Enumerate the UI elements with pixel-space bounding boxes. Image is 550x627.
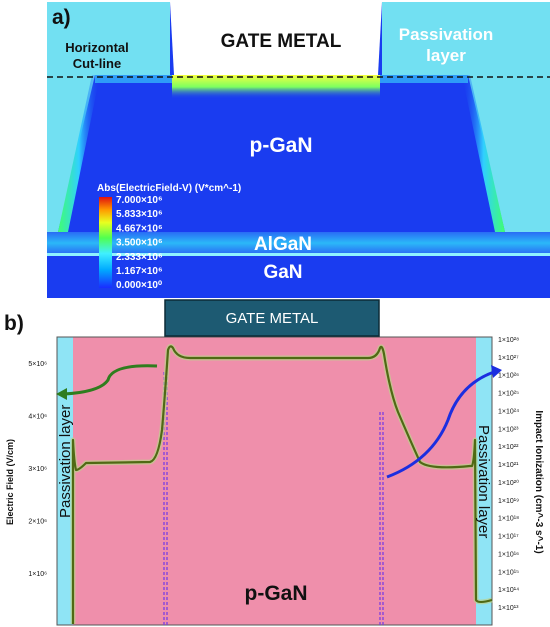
plot-frame <box>56 336 493 626</box>
legend-title: Abs(ElectricField-V) (V*cm^-1) <box>97 183 241 194</box>
panel-b: GATE METAL b) Passivation layer Passivat… <box>4 299 544 626</box>
left-axis-tick-label: 4×10⁶ <box>28 414 47 421</box>
gate-metal-label-b: GATE METAL <box>226 310 319 327</box>
pgan-label-b: p-GaN <box>245 582 308 605</box>
right-axis-tick-label: 1×10¹⁴ <box>498 587 519 594</box>
panel-b-tag: b) <box>4 312 24 335</box>
arrow-to-left-axis <box>63 364 158 396</box>
left-axis-ticks: 5×10⁶ 4×10⁶ 3×10⁶ 2×10⁶ 1×10⁶ <box>28 361 47 578</box>
passivation-strip-right <box>476 337 492 625</box>
gan-label: GaN <box>263 262 302 283</box>
pgan-region-b <box>73 337 476 625</box>
left-axis-tick-label: 1×10⁶ <box>28 571 47 578</box>
left-axis-tick-label: 3×10⁶ <box>28 466 47 473</box>
right-axis-tick-label: 1×10¹⁸ <box>498 516 519 523</box>
right-axis-tick-label: 1×10¹⁵ <box>498 569 519 576</box>
arrow-to-left-axis-head <box>56 388 67 400</box>
gate-metal-region <box>170 2 382 75</box>
algan-layer <box>47 232 550 254</box>
panel-a: a) GATE METAL Passivation layer Horizont… <box>47 2 550 298</box>
legend-tick-label: 5.833×10⁶ <box>116 209 163 220</box>
right-axis-tick-label: 1×10²² <box>498 444 519 451</box>
right-axis-tick-label: 1×10²³ <box>498 426 519 433</box>
legend-tick-label: 3.500×10⁶ <box>116 238 163 249</box>
left-axis-label: Electric Field (V/cm) <box>5 439 15 525</box>
passivation-region-left <box>47 2 170 232</box>
legend-tick-label: 0.000×10⁰ <box>116 280 162 291</box>
left-axis-tick-label: 2×10⁶ <box>28 519 47 526</box>
right-axis-tick-label: 1×10²⁰ <box>498 479 519 487</box>
right-axis-tick-label: 1×10²⁶ <box>498 373 519 380</box>
right-axis-tick-label: 1×10²⁸ <box>498 337 519 344</box>
legend-tick-label: 2.333×10⁶ <box>116 252 163 263</box>
legend-tick-label: 1.167×10⁶ <box>116 266 163 277</box>
passivation-label-right: Passivation layer <box>475 425 492 538</box>
passivation-label-left: Passivation layer <box>57 405 74 518</box>
right-axis-tick-label: 1×10²⁴ <box>498 408 519 415</box>
legend-ticks: 7.000×10⁶ 5.833×10⁶ 4.667×10⁶ 3.500×10⁶ 2.33… <box>116 195 163 291</box>
right-axis-tick-label: 1×10²⁷ <box>498 355 519 362</box>
passivation-region-right <box>382 2 550 232</box>
legend-tick-label: 4.667×10⁶ <box>116 223 163 234</box>
arrow-to-right-axis <box>386 370 495 479</box>
right-axis-tick-label: 1×10¹³ <box>498 605 519 612</box>
impact-ionization-curve <box>163 372 384 625</box>
legend-tick-label: 7.000×10⁶ <box>116 195 163 206</box>
left-axis-tick-label: 5×10⁶ <box>28 361 47 368</box>
passivation-label-line1: Passivation <box>399 25 494 44</box>
right-axis-tick-label: 1×10²¹ <box>498 462 519 469</box>
right-axis-tick-label: 1×10¹⁹ <box>498 498 519 505</box>
arrow-to-right-axis-head <box>491 365 502 378</box>
panel-a-tag: a) <box>52 6 71 29</box>
passivation-strip-left <box>57 337 73 625</box>
cutline-label-line2: Cut-line <box>73 56 121 71</box>
interface-line <box>47 253 550 256</box>
mesa-edge-right <box>462 75 505 232</box>
algan-label: AlGaN <box>254 234 312 255</box>
gate-metal-label: GATE METAL <box>221 31 342 52</box>
right-axis-tick-label: 1×10¹⁶ <box>498 551 519 558</box>
right-axis-tick-label: 1×10²⁵ <box>498 391 519 398</box>
legend-colorbar <box>99 197 112 288</box>
field-legend: Abs(ElectricField-V) (V*cm^-1) 7.000×10⁶… <box>97 183 241 291</box>
passivation-label-line2: layer <box>426 46 466 65</box>
electric-field-curve <box>71 345 493 624</box>
cutline-label-line1: Horizontal <box>65 40 129 55</box>
right-axis-tick-label: 1×10¹⁷ <box>498 534 519 541</box>
gate-metal-box <box>164 299 380 337</box>
high-field-region <box>172 75 380 99</box>
right-axis-label: Impact Ionization (cm^-3 s^-1) <box>533 410 544 553</box>
pgan-label-a: p-GaN <box>250 134 313 157</box>
right-axis-ticks: 1×10²⁸ 1×10²⁷ 1×10²⁶ 1×10²⁵ 1×10²⁴ 1×10²³ 1×10… <box>498 337 519 612</box>
mesa-edge-left <box>58 75 100 232</box>
